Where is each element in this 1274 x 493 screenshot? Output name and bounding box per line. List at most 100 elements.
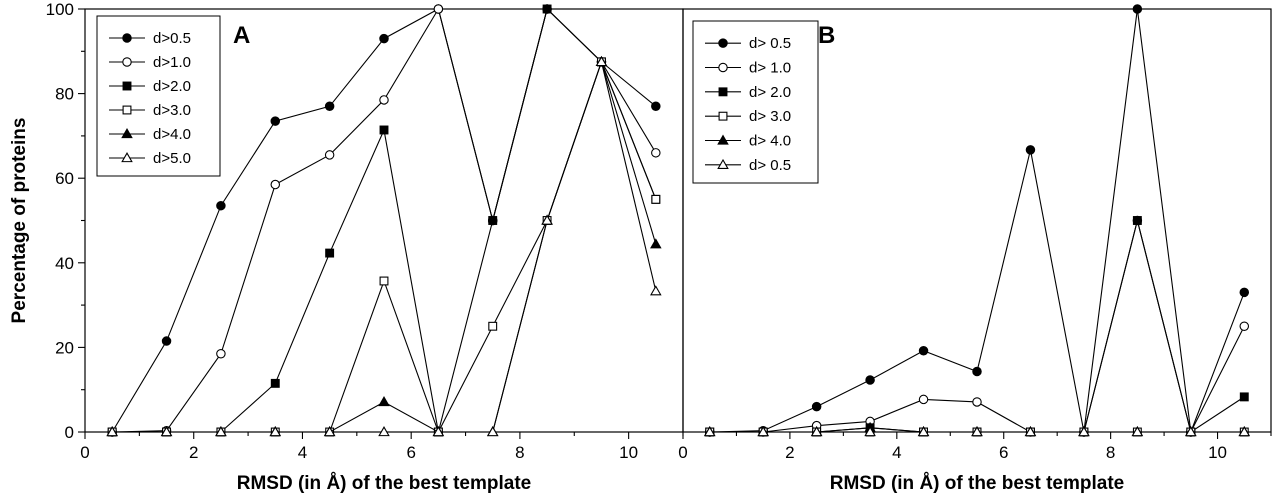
data-point (325, 248, 335, 258)
legend-item: d> 4.0 (705, 133, 791, 150)
data-point (106, 426, 118, 437)
data-point (972, 397, 982, 407)
legend-label: d> 0.5 (749, 35, 791, 52)
data-point (215, 426, 227, 437)
legend-marker (717, 134, 729, 145)
y-tick-label: 0 (65, 423, 74, 442)
legend-item: d>3.0 (109, 102, 191, 119)
y-tick-label: 100 (46, 0, 74, 19)
legend-marker (122, 57, 132, 67)
x-tick-label: 2 (189, 443, 198, 462)
data-point (216, 348, 226, 359)
data-point (323, 426, 336, 437)
data-point (1239, 392, 1249, 402)
data-point (918, 346, 929, 356)
data-point (1025, 145, 1036, 155)
series-2 (704, 215, 1250, 437)
data-point (1239, 321, 1250, 331)
data-point (216, 200, 226, 211)
data-point (161, 336, 172, 346)
legend-item: d> 0.5 (705, 157, 791, 174)
data-point (270, 179, 281, 190)
data-point (542, 4, 552, 14)
y-tick-label: 60 (55, 169, 74, 188)
legend-box (96, 15, 221, 177)
legend-item: d>4.0 (109, 126, 191, 143)
data-point (541, 214, 553, 225)
legend-box (692, 20, 819, 184)
x-tick-label: 2 (785, 443, 794, 462)
data-point (972, 366, 982, 377)
data-point (1024, 426, 1037, 437)
legend-label: d>3.0 (153, 102, 191, 119)
legend-item: d>2.0 (109, 78, 191, 95)
data-point (324, 101, 335, 112)
legend-marker (718, 111, 728, 121)
data-point (1132, 4, 1143, 14)
data-point (651, 101, 661, 112)
legend-marker (121, 128, 133, 139)
x-axis-title: RMSD (in Å) of the best template (830, 473, 1125, 493)
data-point (757, 426, 769, 437)
legend-item: d> 1.0 (705, 60, 791, 77)
legend-label: d>5.0 (153, 150, 191, 167)
series-6 (106, 55, 662, 437)
x-tick-label: 6 (999, 443, 1008, 462)
data-point (651, 148, 661, 158)
data-point (378, 426, 390, 437)
legend-label: d> 3.0 (749, 108, 791, 125)
x-tick-label: 0 (678, 443, 687, 462)
data-point (651, 194, 661, 204)
panel-b: 0 2 4 6 8 10 RMSD (in Å) of the best template B… (678, 4, 1272, 493)
data-point (1132, 216, 1142, 225)
legend-item: d> 3.0 (705, 108, 791, 125)
legend: d> 0.5 d> 1.0 d> 2.0 d> 3.0 d> 4.0 d> 0.5 (692, 20, 819, 184)
series-6 (703, 426, 1251, 437)
panel-label: B (818, 22, 835, 49)
data-point (1238, 426, 1251, 437)
data-point (379, 33, 389, 44)
data-point (432, 426, 445, 437)
legend-marker (718, 38, 728, 48)
legend-item: d>5.0 (109, 150, 191, 167)
data-point (269, 426, 282, 437)
y-tick-label: 80 (55, 85, 74, 104)
data-point (650, 285, 662, 296)
data-point (810, 426, 823, 437)
data-point (433, 4, 444, 14)
data-point (703, 426, 716, 437)
data-point (160, 426, 173, 437)
x-tick-label: 0 (80, 443, 89, 462)
legend-label: d>2.0 (153, 78, 191, 95)
legend-label: d>4.0 (153, 126, 191, 143)
data-point (650, 238, 662, 249)
y-axis-title: Percentage of proteins (9, 118, 30, 324)
data-point (379, 95, 389, 105)
data-point (1131, 426, 1144, 437)
legend-marker (122, 33, 132, 43)
x-axis-title: RMSD (in Å) of the best template (237, 473, 532, 493)
panel-label: A (233, 22, 250, 49)
legend-marker (718, 87, 728, 97)
data-point (595, 55, 608, 67)
data-point (917, 426, 930, 437)
y-tick-label: 40 (55, 254, 74, 273)
x-tick-label: 8 (1106, 443, 1115, 462)
legend-label: d> 0.5 (749, 157, 791, 174)
x-tick-label: 6 (406, 443, 415, 462)
legend-marker (122, 81, 132, 91)
data-point (918, 394, 929, 405)
y-tick-label: 20 (55, 338, 74, 357)
legend-label: d> 2.0 (749, 84, 791, 101)
legend-label: d>0.5 (153, 30, 191, 47)
legend-label: d> 4.0 (749, 133, 791, 150)
x-tick-label: 4 (892, 443, 901, 462)
data-point (811, 401, 822, 412)
data-point (488, 321, 498, 331)
legend-label: d>1.0 (153, 54, 191, 71)
legend-marker (122, 105, 132, 115)
data-point (324, 150, 335, 160)
data-point (488, 216, 498, 225)
legend-label: d> 1.0 (749, 60, 791, 77)
